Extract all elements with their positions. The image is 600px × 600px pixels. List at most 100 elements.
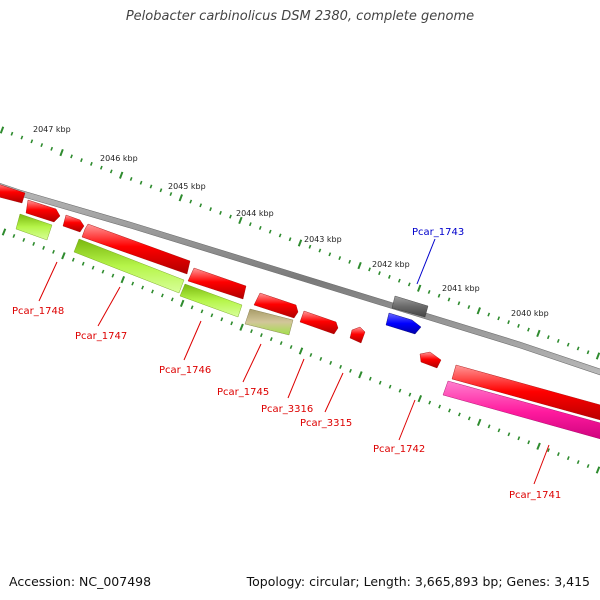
gene-arrow[interactable] bbox=[25, 199, 61, 223]
kbp-label: 2040 kbp bbox=[511, 309, 549, 318]
inner-tick-track bbox=[1, 228, 600, 474]
gene-arrow[interactable] bbox=[419, 351, 442, 369]
minor-tick bbox=[388, 274, 391, 279]
gene-arrow[interactable] bbox=[15, 213, 53, 241]
minor-tick bbox=[42, 245, 46, 250]
gene-label[interactable]: Pcar_3316 bbox=[261, 404, 313, 415]
minor-tick bbox=[189, 199, 193, 204]
minor-tick bbox=[427, 289, 431, 294]
minor-tick bbox=[378, 271, 381, 276]
gene-arrow[interactable] bbox=[0, 183, 26, 204]
minor-tick bbox=[139, 180, 143, 185]
minor-tick bbox=[487, 424, 491, 429]
gene-arrow[interactable] bbox=[81, 223, 191, 275]
minor-tick bbox=[269, 337, 273, 342]
gene-arrow[interactable] bbox=[253, 292, 299, 319]
gene-label[interactable]: Pcar_3315 bbox=[300, 418, 352, 429]
gene-arrow[interactable] bbox=[187, 267, 247, 300]
gene-arrow[interactable] bbox=[62, 214, 85, 233]
minor-tick bbox=[210, 313, 214, 318]
minor-tick bbox=[40, 143, 44, 148]
gene-label[interactable]: Pcar_1748 bbox=[12, 306, 64, 317]
gene-label[interactable]: Pcar_1741 bbox=[509, 490, 561, 501]
minor-tick bbox=[219, 210, 222, 215]
gene-label[interactable]: Pcar_1746 bbox=[159, 365, 211, 376]
gene-arrow[interactable] bbox=[299, 310, 339, 335]
minor-tick bbox=[30, 139, 34, 144]
minor-tick bbox=[199, 203, 203, 208]
major-tick bbox=[238, 216, 243, 225]
minor-tick bbox=[517, 436, 521, 441]
gene-arrow[interactable] bbox=[349, 326, 366, 344]
minor-tick bbox=[319, 356, 323, 361]
gene-label[interactable]: Pcar_1745 bbox=[217, 387, 269, 398]
kbp-label: 2046 kbp bbox=[100, 154, 138, 163]
minor-tick bbox=[129, 176, 133, 181]
kbp-label: 2042 kbp bbox=[372, 260, 410, 269]
minor-tick bbox=[258, 225, 262, 230]
reverse-strand-genes bbox=[15, 213, 600, 443]
minor-tick bbox=[12, 233, 16, 238]
minor-tick bbox=[81, 261, 85, 266]
gene-label[interactable]: Pcar_1747 bbox=[75, 331, 127, 342]
minor-tick bbox=[517, 323, 520, 328]
minor-tick bbox=[457, 301, 461, 306]
minor-tick bbox=[339, 364, 343, 369]
minor-tick bbox=[309, 352, 313, 357]
minor-tick bbox=[70, 154, 73, 159]
major-tick bbox=[417, 284, 422, 292]
minor-tick bbox=[368, 376, 372, 381]
gene-label[interactable]: Pcar_1743 bbox=[412, 227, 464, 238]
major-tick bbox=[536, 329, 541, 338]
minor-tick bbox=[349, 368, 352, 373]
major-tick bbox=[61, 252, 66, 260]
minor-tick bbox=[408, 392, 412, 397]
topology-text: Topology: circular; Length: 3,665,893 bp… bbox=[246, 574, 590, 589]
minor-tick bbox=[348, 259, 352, 264]
minor-tick bbox=[22, 237, 26, 242]
minor-tick bbox=[398, 388, 402, 393]
minor-tick bbox=[527, 327, 530, 332]
minor-tick bbox=[368, 267, 371, 272]
minor-tick bbox=[149, 184, 153, 189]
minor-tick bbox=[250, 329, 253, 334]
minor-tick bbox=[90, 161, 93, 166]
minor-tick bbox=[248, 222, 252, 227]
minor-tick bbox=[527, 440, 531, 445]
minor-tick bbox=[546, 335, 550, 340]
gene-arrow[interactable] bbox=[179, 283, 243, 318]
minor-tick bbox=[91, 265, 95, 270]
minor-tick bbox=[109, 169, 113, 174]
minor-tick bbox=[437, 293, 441, 298]
minor-tick bbox=[229, 214, 232, 219]
minor-tick bbox=[259, 333, 263, 338]
gene-arrow[interactable] bbox=[442, 380, 600, 443]
minor-tick bbox=[50, 146, 54, 151]
minor-tick bbox=[547, 448, 550, 453]
map-title: Pelobacter carbinolicus DSM 2380, comple… bbox=[125, 9, 475, 24]
minor-tick bbox=[467, 416, 471, 421]
major-tick bbox=[119, 171, 124, 179]
minor-tick bbox=[428, 400, 432, 405]
gene-arrow[interactable] bbox=[451, 364, 600, 424]
gene-arrow[interactable] bbox=[391, 295, 429, 318]
forward-strand-genes bbox=[0, 183, 600, 424]
minor-tick bbox=[80, 158, 83, 163]
gene-arrow[interactable] bbox=[385, 312, 422, 335]
minor-tick bbox=[190, 305, 194, 310]
minor-tick bbox=[141, 285, 145, 290]
gene-labels: Pcar_1748 Pcar_1747 Pcar_1746 Pcar_1745 … bbox=[12, 227, 561, 501]
gene-arrow[interactable] bbox=[244, 308, 294, 336]
minor-tick bbox=[448, 408, 451, 413]
gene-label[interactable]: Pcar_1742 bbox=[373, 444, 425, 455]
kbp-label: 2045 kbp bbox=[168, 182, 206, 191]
minor-tick bbox=[268, 229, 272, 234]
minor-tick bbox=[329, 360, 333, 365]
gene-arrow[interactable] bbox=[73, 238, 185, 294]
minor-tick bbox=[467, 305, 471, 310]
minor-tick bbox=[328, 252, 332, 257]
genome-backbone bbox=[0, 183, 600, 376]
kbp-label: 2047 kbp bbox=[33, 125, 71, 134]
minor-tick bbox=[397, 278, 401, 283]
